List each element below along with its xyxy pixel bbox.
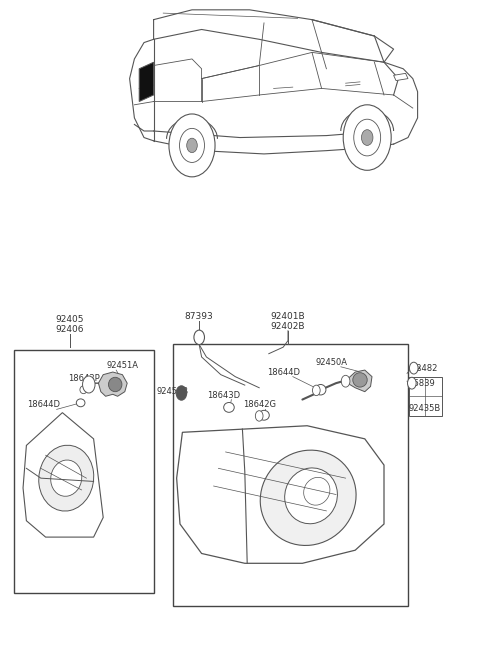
Circle shape: [409, 362, 418, 374]
Ellipse shape: [80, 386, 87, 394]
Circle shape: [361, 130, 373, 145]
Text: 92401B: 92401B: [271, 312, 305, 321]
Circle shape: [255, 411, 263, 421]
Circle shape: [354, 119, 381, 156]
Ellipse shape: [76, 399, 85, 407]
Ellipse shape: [304, 477, 330, 505]
Text: 92435B: 92435B: [408, 403, 441, 413]
Text: 92406: 92406: [55, 325, 84, 334]
Ellipse shape: [39, 445, 94, 511]
Circle shape: [312, 385, 320, 396]
Ellipse shape: [260, 450, 356, 546]
Text: 86839: 86839: [408, 379, 435, 388]
Ellipse shape: [108, 377, 122, 392]
Polygon shape: [177, 426, 384, 563]
Polygon shape: [98, 372, 127, 396]
Ellipse shape: [315, 384, 326, 395]
Circle shape: [341, 375, 350, 387]
Circle shape: [194, 330, 204, 345]
Text: 18643D: 18643D: [206, 390, 240, 400]
Circle shape: [343, 105, 391, 170]
Circle shape: [408, 377, 416, 389]
Text: 92451A: 92451A: [107, 361, 138, 370]
Text: 92450A: 92450A: [315, 358, 347, 367]
Text: 92402B: 92402B: [271, 322, 305, 331]
Text: 92405: 92405: [55, 315, 84, 324]
Ellipse shape: [259, 410, 269, 421]
Text: 18642G: 18642G: [243, 400, 276, 409]
Text: 87393: 87393: [185, 312, 214, 321]
Text: 92482: 92482: [412, 364, 438, 373]
Circle shape: [169, 114, 215, 177]
Text: 92455B: 92455B: [157, 387, 189, 396]
Polygon shape: [394, 73, 408, 81]
Circle shape: [187, 138, 197, 153]
FancyBboxPatch shape: [173, 344, 408, 606]
FancyBboxPatch shape: [14, 350, 154, 593]
Text: 18644D: 18644D: [27, 400, 60, 409]
Ellipse shape: [224, 402, 234, 413]
Circle shape: [180, 128, 204, 162]
Text: 18644D: 18644D: [267, 367, 300, 377]
Polygon shape: [348, 370, 372, 392]
Ellipse shape: [51, 460, 82, 496]
FancyBboxPatch shape: [409, 377, 442, 416]
Polygon shape: [139, 62, 154, 102]
Ellipse shape: [285, 468, 337, 524]
Text: 18643P: 18643P: [68, 374, 100, 383]
Circle shape: [83, 376, 95, 393]
Polygon shape: [23, 413, 103, 537]
Circle shape: [176, 386, 187, 400]
Ellipse shape: [353, 373, 367, 387]
